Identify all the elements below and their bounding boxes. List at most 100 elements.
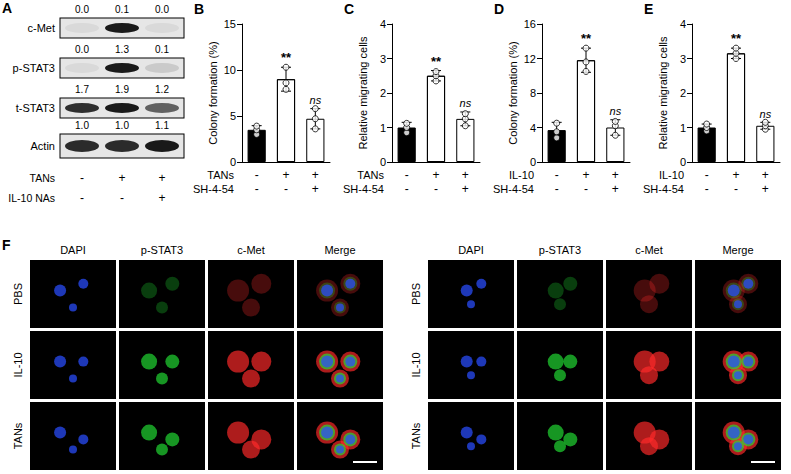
- svg-text:p-STAT3: p-STAT3: [141, 244, 183, 256]
- svg-text:F: F: [2, 237, 11, 253]
- svg-text:1.1: 1.1: [155, 120, 169, 131]
- svg-text:ns: ns: [610, 105, 622, 117]
- svg-text:D: D: [494, 1, 504, 17]
- svg-text:SH-4-54: SH-4-54: [643, 183, 684, 195]
- svg-text:2: 2: [380, 87, 386, 99]
- svg-text:ns: ns: [760, 108, 772, 120]
- svg-text:C: C: [344, 1, 354, 17]
- svg-text:-: -: [120, 191, 124, 205]
- svg-text:c-Met: c-Met: [635, 244, 663, 256]
- svg-text:0.1: 0.1: [155, 44, 169, 55]
- svg-text:Merge: Merge: [324, 244, 355, 256]
- svg-text:**: **: [581, 31, 592, 46]
- svg-text:SH-4-54: SH-4-54: [493, 183, 534, 195]
- svg-text:-: -: [405, 182, 409, 196]
- svg-text:**: **: [731, 31, 742, 46]
- svg-text:SH-4-54: SH-4-54: [193, 183, 234, 195]
- svg-text:IL-10: IL-10: [509, 169, 534, 181]
- svg-text:+: +: [462, 182, 469, 196]
- svg-text:1.3: 1.3: [115, 44, 129, 55]
- svg-text:0.0: 0.0: [75, 4, 89, 15]
- svg-text:10: 10: [224, 64, 236, 76]
- svg-text:2: 2: [680, 87, 686, 99]
- svg-text:-: -: [584, 182, 588, 196]
- svg-text:0: 0: [380, 156, 386, 168]
- svg-text:3: 3: [680, 53, 686, 65]
- svg-text:p-STAT3: p-STAT3: [539, 244, 581, 256]
- svg-text:Actin: Actin: [31, 140, 55, 152]
- svg-text:c-Met: c-Met: [28, 22, 56, 34]
- svg-text:-: -: [555, 182, 559, 196]
- svg-text:TANs: TANs: [410, 422, 422, 449]
- svg-text:-: -: [734, 182, 738, 196]
- svg-text:**: **: [431, 54, 442, 69]
- svg-text:16: 16: [524, 18, 536, 30]
- svg-text:4: 4: [530, 122, 536, 134]
- svg-text:+: +: [732, 168, 739, 182]
- svg-text:-: -: [405, 168, 409, 182]
- svg-text:+: +: [312, 168, 319, 182]
- svg-text:Colony formation (%): Colony formation (%): [207, 41, 219, 144]
- svg-text:1.0: 1.0: [75, 120, 89, 131]
- svg-text:4: 4: [680, 18, 686, 30]
- svg-text:-: -: [255, 182, 259, 196]
- svg-text:Merge: Merge: [722, 244, 753, 256]
- svg-text:IL-10: IL-10: [410, 352, 422, 377]
- svg-text:ns: ns: [460, 97, 472, 109]
- svg-text:p-STAT3: p-STAT3: [13, 62, 55, 74]
- svg-text:0: 0: [680, 156, 686, 168]
- svg-text:15: 15: [224, 18, 236, 30]
- svg-text:**: **: [281, 50, 292, 65]
- svg-text:TANs: TANs: [207, 169, 234, 181]
- svg-text:IL-10: IL-10: [12, 352, 24, 377]
- svg-text:+: +: [582, 168, 589, 182]
- svg-text:-: -: [255, 168, 259, 182]
- svg-text:TANs: TANs: [357, 169, 384, 181]
- svg-text:1: 1: [380, 122, 386, 134]
- svg-text:-: -: [705, 182, 709, 196]
- svg-text:+: +: [612, 168, 619, 182]
- svg-text:3: 3: [380, 53, 386, 65]
- svg-text:-: -: [434, 182, 438, 196]
- svg-text:+: +: [432, 168, 439, 182]
- svg-text:ns: ns: [310, 94, 322, 106]
- svg-text:IL-10 NAs: IL-10 NAs: [8, 192, 55, 204]
- svg-text:0: 0: [230, 156, 236, 168]
- svg-text:+: +: [282, 168, 289, 182]
- svg-text:+: +: [158, 171, 165, 185]
- svg-text:TANs: TANs: [12, 422, 24, 449]
- svg-text:+: +: [118, 171, 125, 185]
- svg-text:0.0: 0.0: [155, 4, 169, 15]
- svg-text:1: 1: [680, 122, 686, 134]
- svg-text:12: 12: [524, 53, 536, 65]
- svg-text:+: +: [158, 191, 165, 205]
- svg-text:Colony formation (%): Colony formation (%): [507, 41, 519, 144]
- svg-text:0: 0: [530, 156, 536, 168]
- svg-text:8: 8: [530, 87, 536, 99]
- svg-text:5: 5: [230, 110, 236, 122]
- svg-text:PBS: PBS: [12, 283, 24, 305]
- svg-text:1.7: 1.7: [75, 84, 89, 95]
- svg-text:PBS: PBS: [410, 283, 422, 305]
- svg-text:E: E: [644, 1, 653, 17]
- svg-text:1.0: 1.0: [115, 120, 129, 131]
- svg-text:-: -: [284, 182, 288, 196]
- svg-text:-: -: [705, 168, 709, 182]
- svg-text:IL-10: IL-10: [659, 169, 684, 181]
- svg-text:t-STAT3: t-STAT3: [16, 102, 55, 114]
- svg-text:Relative migrating cells: Relative migrating cells: [357, 36, 369, 150]
- svg-text:SH-4-54: SH-4-54: [343, 183, 384, 195]
- svg-text:0.0: 0.0: [75, 44, 89, 55]
- svg-text:-: -: [80, 171, 84, 185]
- svg-text:1.2: 1.2: [155, 84, 169, 95]
- svg-text:+: +: [762, 168, 769, 182]
- svg-text:DAPI: DAPI: [60, 244, 86, 256]
- svg-text:1.9: 1.9: [115, 84, 129, 95]
- svg-text:0.1: 0.1: [115, 4, 129, 15]
- svg-text:A: A: [2, 0, 12, 16]
- svg-text:-: -: [80, 191, 84, 205]
- svg-text:B: B: [194, 1, 204, 17]
- svg-text:4: 4: [380, 18, 386, 30]
- svg-text:+: +: [762, 182, 769, 196]
- svg-text:Relative migrating cells: Relative migrating cells: [657, 36, 669, 150]
